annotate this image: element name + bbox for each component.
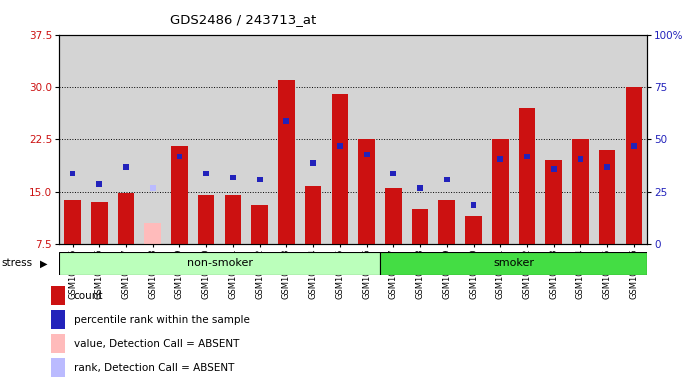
- Bar: [230, 175, 236, 180]
- Bar: [578, 156, 583, 162]
- Bar: [203, 170, 209, 176]
- Bar: [492, 139, 509, 244]
- Bar: [52, 310, 65, 329]
- Bar: [145, 223, 161, 244]
- Bar: [380, 252, 647, 275]
- Bar: [96, 181, 102, 187]
- Text: count: count: [74, 291, 103, 301]
- Bar: [198, 195, 214, 244]
- Bar: [91, 202, 108, 244]
- Bar: [225, 195, 242, 244]
- Bar: [519, 108, 535, 244]
- Bar: [390, 170, 396, 176]
- Text: rank, Detection Call = ABSENT: rank, Detection Call = ABSENT: [74, 362, 234, 373]
- Bar: [498, 156, 503, 162]
- Bar: [551, 166, 557, 172]
- Bar: [59, 252, 380, 275]
- Bar: [524, 154, 530, 159]
- Text: stress: stress: [1, 258, 33, 268]
- Bar: [283, 118, 290, 124]
- Bar: [465, 216, 482, 244]
- Bar: [177, 154, 182, 159]
- Bar: [64, 200, 81, 244]
- Text: smoker: smoker: [493, 258, 534, 268]
- Bar: [305, 186, 322, 244]
- Bar: [257, 177, 262, 182]
- Bar: [438, 200, 455, 244]
- Bar: [631, 143, 637, 149]
- Bar: [599, 150, 615, 244]
- Bar: [444, 177, 450, 182]
- Bar: [604, 164, 610, 170]
- Bar: [412, 209, 428, 244]
- Bar: [52, 286, 65, 305]
- Bar: [171, 146, 188, 244]
- Bar: [358, 139, 375, 244]
- Bar: [470, 202, 477, 208]
- Bar: [626, 87, 642, 244]
- Bar: [251, 205, 268, 244]
- Bar: [70, 170, 75, 176]
- Bar: [52, 358, 65, 377]
- Bar: [546, 160, 562, 244]
- Bar: [385, 188, 402, 244]
- Bar: [52, 334, 65, 353]
- Text: ▶: ▶: [40, 258, 48, 268]
- Bar: [331, 94, 348, 244]
- Bar: [572, 139, 589, 244]
- Bar: [118, 193, 134, 244]
- Text: non-smoker: non-smoker: [187, 258, 253, 268]
- Bar: [417, 185, 423, 191]
- Bar: [278, 80, 294, 244]
- Bar: [337, 143, 343, 149]
- Text: percentile rank within the sample: percentile rank within the sample: [74, 314, 249, 325]
- Bar: [363, 152, 370, 157]
- Text: GDS2486 / 243713_at: GDS2486 / 243713_at: [171, 13, 317, 26]
- Bar: [123, 164, 129, 170]
- Text: value, Detection Call = ABSENT: value, Detection Call = ABSENT: [74, 339, 239, 349]
- Bar: [150, 185, 156, 191]
- Bar: [310, 160, 316, 166]
